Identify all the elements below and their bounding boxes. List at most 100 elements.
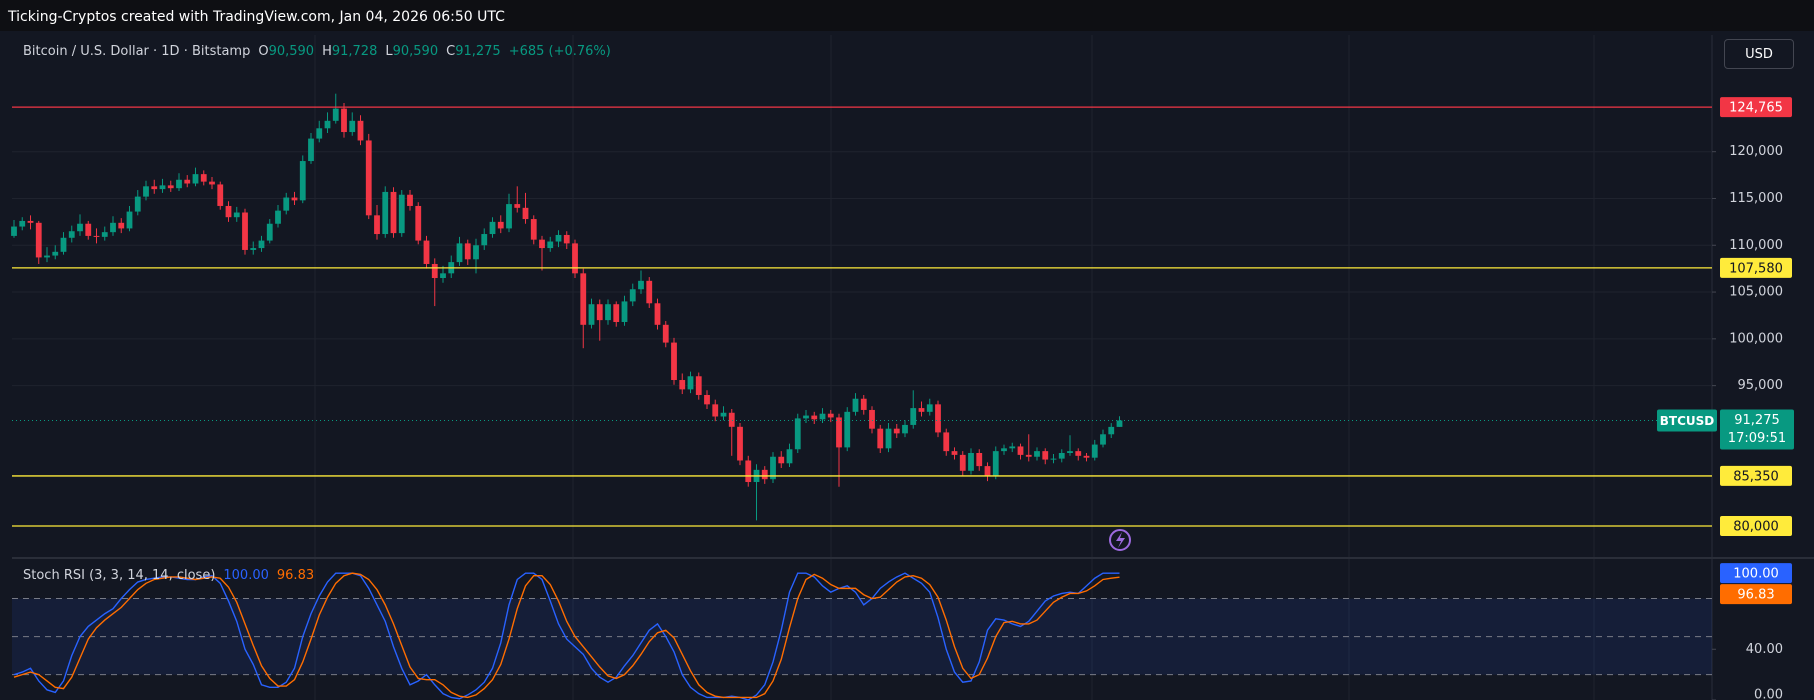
indicator-line bbox=[13, 572, 1120, 699]
candle-body bbox=[341, 108, 347, 133]
candle-body bbox=[893, 428, 900, 434]
candle-body bbox=[85, 223, 92, 236]
candle-body bbox=[580, 273, 587, 325]
candle-body bbox=[794, 418, 801, 450]
candle-body bbox=[60, 237, 67, 252]
candle-body bbox=[704, 394, 710, 405]
candle-body bbox=[423, 240, 430, 264]
candle-body bbox=[497, 221, 504, 229]
candle-body bbox=[250, 248, 257, 250]
candle-body bbox=[456, 243, 463, 263]
y-tick-label: 115,000 bbox=[1729, 191, 1783, 206]
ohlc-value: 91,728 bbox=[331, 44, 378, 59]
ohlc-value: 90,590 bbox=[392, 44, 439, 59]
value-box-label: 96.83 bbox=[1737, 588, 1774, 603]
candle-body bbox=[192, 174, 199, 184]
candle-body bbox=[984, 466, 991, 476]
candle-body bbox=[1017, 446, 1024, 455]
candle-body bbox=[374, 215, 380, 235]
candle-body bbox=[233, 212, 240, 218]
candle-body bbox=[489, 221, 496, 235]
value-box bbox=[1720, 563, 1792, 584]
candle-body bbox=[266, 223, 273, 241]
candle-body bbox=[811, 415, 818, 420]
candle-body bbox=[291, 197, 298, 201]
candle-body bbox=[1116, 420, 1123, 427]
candle-body bbox=[679, 380, 686, 390]
candle-body bbox=[143, 186, 149, 197]
candle-body bbox=[671, 342, 677, 381]
candle-body bbox=[836, 417, 842, 448]
candle-body bbox=[646, 280, 653, 304]
level-label-box bbox=[1720, 515, 1792, 536]
value-box bbox=[1720, 584, 1792, 605]
candle-body bbox=[126, 211, 133, 229]
symbol-label: BTCUSD bbox=[1660, 414, 1715, 428]
candle-body bbox=[134, 196, 141, 212]
candle-body bbox=[992, 451, 999, 476]
candle-body bbox=[910, 408, 917, 425]
candle-body bbox=[209, 181, 215, 185]
candle-body bbox=[431, 263, 438, 279]
ohlc-key: C bbox=[446, 44, 456, 59]
candle-body bbox=[398, 194, 405, 234]
candle-body bbox=[918, 408, 925, 412]
candle-body bbox=[596, 304, 603, 321]
candle-body bbox=[332, 108, 339, 121]
currency-button[interactable]: USD bbox=[1724, 39, 1794, 69]
candle-body bbox=[605, 304, 611, 321]
candle-body bbox=[1067, 451, 1073, 454]
last-price-box bbox=[1720, 409, 1794, 450]
candle-body bbox=[283, 197, 290, 211]
y-tick-label: 110,000 bbox=[1729, 238, 1783, 253]
candle-body bbox=[588, 304, 595, 325]
level-label: 80,000 bbox=[1733, 519, 1779, 534]
candle-body bbox=[687, 376, 694, 390]
candle-body bbox=[52, 251, 59, 256]
candle-body bbox=[1001, 448, 1007, 452]
symbol-legend: Bitcoin / U.S. Dollar · 1D · Bitstamp O90… bbox=[23, 44, 611, 59]
candle-body bbox=[547, 241, 554, 249]
indicator-value: 100.00 bbox=[223, 568, 269, 583]
candles bbox=[11, 93, 1123, 521]
candle-body bbox=[712, 404, 719, 417]
candle-body bbox=[778, 456, 785, 464]
candle-body bbox=[481, 234, 488, 246]
candle-body bbox=[151, 186, 158, 190]
candle-body bbox=[530, 219, 537, 240]
candle-body bbox=[563, 234, 570, 244]
candle-body bbox=[1050, 458, 1057, 460]
y-tick-label: 95,000 bbox=[1738, 378, 1784, 393]
price-change: +685 (+0.76%) bbox=[508, 44, 611, 59]
countdown-label: 17:09:51 bbox=[1728, 431, 1786, 446]
level-label-box bbox=[1720, 465, 1792, 486]
y-tick-label: 40.00 bbox=[1746, 642, 1783, 657]
y-tick-label: 0.00 bbox=[1754, 688, 1783, 700]
candle-body bbox=[935, 404, 941, 433]
candle-body bbox=[522, 207, 529, 220]
candle-body bbox=[35, 222, 42, 258]
candle-body bbox=[770, 456, 776, 480]
candle-body bbox=[1108, 426, 1115, 435]
candle-body bbox=[357, 120, 364, 141]
candle-body bbox=[539, 239, 545, 249]
candle-body bbox=[506, 204, 512, 229]
candle-body bbox=[737, 426, 743, 461]
ohlc-key: L bbox=[385, 44, 393, 59]
candle-body bbox=[1058, 453, 1065, 459]
candle-body bbox=[1083, 455, 1090, 458]
candle-body bbox=[514, 204, 521, 208]
candle-body bbox=[184, 179, 191, 184]
candle-body bbox=[415, 205, 422, 241]
candle-body bbox=[1042, 451, 1049, 460]
candle-body bbox=[695, 376, 702, 395]
candle-body bbox=[68, 231, 75, 238]
candle-body bbox=[382, 191, 389, 235]
candle-body bbox=[200, 174, 207, 182]
candle-body bbox=[613, 304, 620, 322]
candle-body bbox=[827, 413, 834, 418]
candle-body bbox=[852, 398, 859, 412]
candle-body bbox=[299, 161, 306, 201]
ohlc-value: 91,275 bbox=[455, 44, 501, 59]
